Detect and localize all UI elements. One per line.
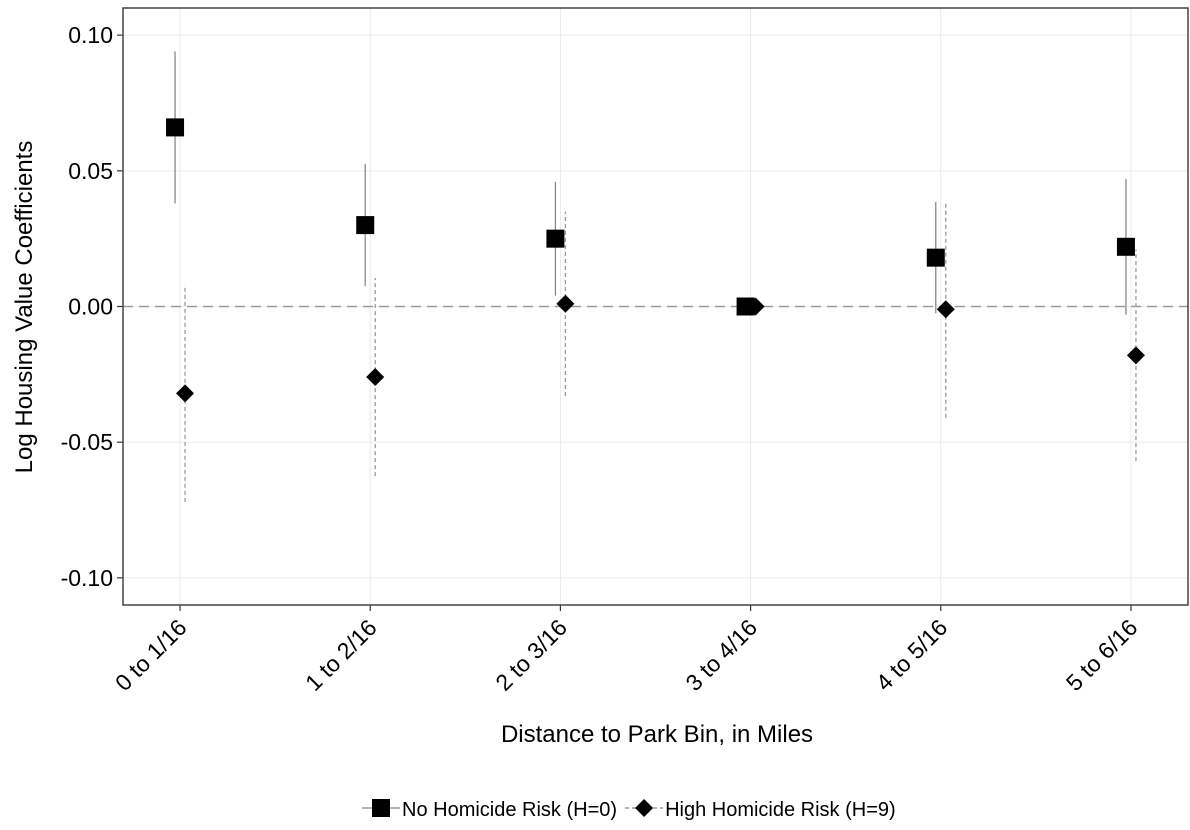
x-tick-label: 0 to 1/16 (110, 614, 192, 696)
x-tick-label: 4 to 5/16 (871, 614, 953, 696)
x-tick-label: 1 to 2/16 (300, 614, 382, 696)
point (166, 118, 185, 137)
legend-label: No Homicide Risk (H=0) (402, 799, 617, 821)
point (746, 297, 765, 316)
legend: No Homicide Risk (H=0) High Homicide Risk… (362, 799, 896, 821)
y-tick-label: -0.10 (61, 565, 113, 591)
legend-label: High Homicide Risk (H=9) (665, 799, 896, 821)
y-tick-label: -0.05 (61, 429, 113, 455)
point (176, 384, 195, 403)
x-tick-label: 5 to 6/16 (1061, 614, 1143, 696)
y-axis-title: Log Housing Value Coefficients (11, 141, 38, 474)
legend-marker (372, 799, 390, 817)
plot-frame (122, 7, 1189, 606)
point (936, 300, 955, 319)
point (1126, 346, 1145, 365)
point (556, 294, 575, 313)
point (1116, 237, 1135, 256)
x-tick-label: 3 to 4/16 (680, 614, 762, 696)
point (926, 248, 945, 267)
point (366, 368, 385, 387)
y-tick-label: 0.05 (68, 158, 113, 184)
y-tick-label: 0.00 (68, 294, 113, 320)
point (356, 216, 375, 235)
point (736, 297, 755, 316)
y-tick-label: 0.10 (68, 22, 113, 48)
x-axis-title: Distance to Park Bin, in Miles (501, 721, 813, 748)
point (546, 229, 565, 248)
x-tick-label: 2 to 3/16 (490, 614, 572, 696)
legend-marker (635, 799, 654, 817)
